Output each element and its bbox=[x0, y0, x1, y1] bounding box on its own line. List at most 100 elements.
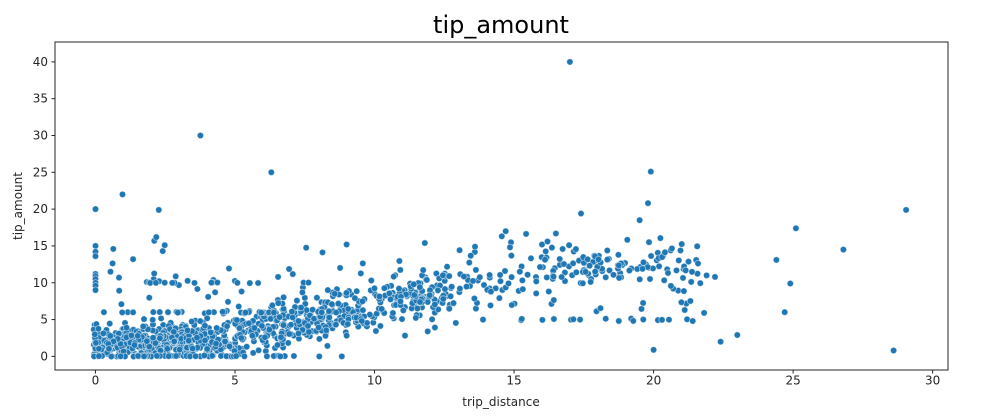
y-tick-label: 20 bbox=[33, 202, 48, 216]
data-point bbox=[647, 168, 655, 176]
data-point bbox=[357, 269, 365, 277]
data-point bbox=[193, 333, 201, 342]
data-point bbox=[395, 257, 403, 265]
data-point bbox=[792, 224, 800, 232]
data-point bbox=[117, 300, 126, 308]
data-point bbox=[586, 278, 595, 286]
data-point bbox=[207, 328, 215, 336]
plot-border bbox=[54, 41, 949, 371]
data-point bbox=[507, 273, 516, 281]
data-point bbox=[140, 315, 148, 323]
data-point bbox=[129, 308, 137, 316]
x-tick-label: 0 bbox=[92, 374, 100, 388]
data-point bbox=[786, 279, 794, 288]
data-point bbox=[331, 290, 339, 298]
data-point bbox=[367, 276, 375, 285]
data-point bbox=[889, 346, 898, 355]
data-point bbox=[615, 317, 623, 325]
data-point bbox=[596, 304, 605, 312]
data-point bbox=[188, 317, 196, 326]
data-point bbox=[325, 307, 333, 315]
data-point bbox=[270, 308, 278, 317]
data-point bbox=[396, 266, 404, 274]
data-point bbox=[359, 306, 367, 314]
data-point bbox=[370, 284, 379, 292]
data-point bbox=[644, 199, 652, 207]
data-point bbox=[294, 317, 303, 325]
data-point bbox=[344, 305, 352, 313]
data-point bbox=[211, 288, 219, 296]
data-point bbox=[224, 298, 232, 306]
data-point bbox=[602, 273, 610, 281]
data-point bbox=[615, 274, 623, 282]
data-point bbox=[506, 243, 514, 251]
data-point bbox=[238, 287, 246, 296]
data-point bbox=[254, 279, 262, 287]
data-point bbox=[318, 308, 326, 316]
data-point bbox=[95, 352, 103, 360]
data-point bbox=[161, 279, 169, 287]
data-point bbox=[456, 284, 464, 293]
data-point bbox=[576, 315, 584, 324]
data-point bbox=[324, 286, 332, 294]
data-point bbox=[426, 291, 434, 299]
data-point bbox=[416, 283, 424, 291]
data-point bbox=[445, 272, 453, 280]
data-point bbox=[208, 352, 216, 360]
data-point bbox=[107, 352, 115, 361]
data-point bbox=[212, 339, 220, 348]
data-point bbox=[342, 240, 351, 249]
data-point bbox=[656, 234, 665, 242]
data-point bbox=[241, 308, 250, 317]
data-point bbox=[189, 344, 197, 353]
data-point bbox=[265, 325, 273, 334]
data-point bbox=[165, 352, 173, 360]
data-point bbox=[192, 352, 200, 360]
data-point bbox=[678, 240, 686, 248]
data-point bbox=[424, 327, 432, 335]
data-point bbox=[485, 271, 494, 279]
data-point bbox=[702, 271, 711, 279]
data-point bbox=[263, 352, 271, 360]
data-point bbox=[543, 237, 552, 246]
y-tick-label: 15 bbox=[33, 239, 48, 253]
data-point bbox=[156, 308, 164, 316]
data-point bbox=[545, 287, 553, 296]
data-point bbox=[696, 279, 704, 287]
data-point bbox=[257, 308, 265, 317]
data-point bbox=[223, 322, 231, 330]
data-point bbox=[380, 284, 388, 292]
data-point bbox=[185, 337, 193, 345]
data-point bbox=[109, 245, 117, 253]
data-point bbox=[419, 266, 427, 274]
data-point bbox=[248, 332, 256, 340]
data-point bbox=[635, 216, 644, 224]
data-point bbox=[246, 279, 254, 287]
data-point bbox=[462, 282, 471, 291]
data-point bbox=[569, 315, 578, 323]
data-point bbox=[550, 315, 558, 323]
data-point bbox=[273, 341, 282, 349]
data-point bbox=[163, 345, 171, 353]
data-point bbox=[471, 243, 479, 251]
data-point bbox=[658, 316, 666, 324]
data-point bbox=[245, 319, 253, 327]
data-point bbox=[446, 292, 455, 300]
data-point bbox=[629, 317, 637, 325]
data-point bbox=[581, 268, 590, 276]
data-point bbox=[639, 315, 647, 324]
data-point bbox=[560, 260, 568, 268]
data-point bbox=[676, 246, 685, 255]
data-point bbox=[602, 315, 610, 323]
data-point bbox=[480, 281, 488, 289]
data-point bbox=[639, 258, 648, 266]
data-point bbox=[431, 323, 439, 332]
data-point bbox=[523, 271, 532, 279]
data-point bbox=[672, 266, 681, 274]
data-point bbox=[902, 206, 910, 214]
data-point bbox=[661, 248, 669, 256]
data-point bbox=[398, 315, 406, 323]
data-point bbox=[548, 244, 556, 252]
data-point bbox=[603, 246, 611, 255]
data-point bbox=[274, 299, 282, 307]
